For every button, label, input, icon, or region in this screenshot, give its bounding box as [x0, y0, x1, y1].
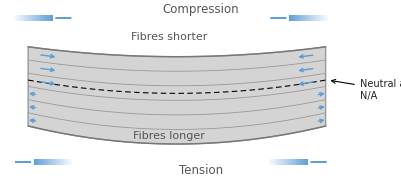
FancyArrow shape [285, 159, 287, 165]
FancyArrow shape [36, 159, 38, 165]
FancyArrow shape [279, 159, 281, 165]
FancyArrow shape [46, 159, 48, 165]
FancyArrow shape [44, 159, 46, 165]
FancyArrow shape [311, 15, 313, 21]
FancyArrow shape [295, 159, 297, 165]
FancyArrow shape [28, 15, 30, 21]
FancyArrow shape [290, 15, 292, 21]
FancyArrow shape [45, 15, 47, 21]
FancyArrow shape [26, 15, 28, 21]
FancyArrow shape [48, 159, 50, 165]
FancyArrow shape [43, 15, 45, 21]
FancyArrow shape [293, 159, 295, 165]
FancyArrow shape [307, 15, 309, 21]
FancyArrow shape [38, 159, 40, 165]
Text: Compression: Compression [162, 3, 239, 16]
FancyArrow shape [34, 159, 36, 165]
FancyArrow shape [66, 159, 68, 165]
FancyArrow shape [68, 159, 70, 165]
FancyArrow shape [275, 159, 277, 165]
FancyArrow shape [300, 15, 303, 21]
FancyArrow shape [303, 15, 305, 21]
FancyArrow shape [297, 159, 299, 165]
FancyArrow shape [315, 15, 317, 21]
FancyArrow shape [22, 15, 24, 21]
FancyArrow shape [288, 15, 290, 21]
FancyArrow shape [283, 159, 285, 165]
FancyArrow shape [40, 159, 42, 165]
FancyArrow shape [317, 15, 319, 21]
FancyArrow shape [38, 15, 41, 21]
FancyArrow shape [296, 15, 298, 21]
FancyArrow shape [30, 15, 32, 21]
FancyArrow shape [58, 159, 60, 165]
FancyArrow shape [294, 15, 296, 21]
FancyArrow shape [60, 159, 62, 165]
FancyArrow shape [303, 159, 305, 165]
Text: Neutral axis
N/A: Neutral axis N/A [331, 79, 401, 101]
FancyArrow shape [292, 15, 294, 21]
Polygon shape [28, 47, 325, 144]
FancyArrow shape [36, 15, 38, 21]
FancyArrow shape [273, 159, 275, 165]
FancyArrow shape [34, 15, 36, 21]
FancyArrow shape [271, 159, 273, 165]
FancyArrow shape [291, 159, 293, 165]
FancyArrow shape [70, 159, 72, 165]
FancyArrow shape [299, 159, 301, 165]
FancyArrow shape [20, 15, 22, 21]
FancyArrow shape [42, 159, 44, 165]
FancyArrow shape [47, 15, 49, 21]
FancyArrow shape [269, 159, 271, 165]
FancyArrow shape [309, 15, 311, 21]
FancyArrow shape [54, 159, 56, 165]
Text: Fibres longer: Fibres longer [133, 131, 204, 141]
FancyArrow shape [62, 159, 64, 165]
FancyArrow shape [18, 15, 20, 21]
FancyArrow shape [64, 159, 66, 165]
FancyArrow shape [313, 15, 315, 21]
Text: Fibres shorter: Fibres shorter [130, 32, 207, 42]
FancyArrow shape [319, 15, 321, 21]
FancyArrow shape [301, 159, 303, 165]
FancyArrow shape [51, 15, 53, 21]
FancyArrow shape [325, 15, 327, 21]
FancyArrow shape [287, 159, 289, 165]
FancyArrow shape [24, 15, 26, 21]
Text: Tension: Tension [178, 164, 223, 177]
FancyArrow shape [305, 15, 307, 21]
FancyArrow shape [50, 159, 52, 165]
FancyArrow shape [281, 159, 283, 165]
FancyArrow shape [14, 15, 16, 21]
FancyArrow shape [277, 159, 279, 165]
FancyArrow shape [321, 15, 323, 21]
FancyArrow shape [298, 15, 300, 21]
FancyArrow shape [323, 15, 325, 21]
FancyArrow shape [56, 159, 58, 165]
FancyArrow shape [52, 159, 54, 165]
FancyArrow shape [41, 15, 43, 21]
FancyArrow shape [16, 15, 18, 21]
FancyArrow shape [289, 159, 291, 165]
FancyArrow shape [32, 15, 34, 21]
FancyArrow shape [49, 15, 51, 21]
FancyArrow shape [305, 159, 307, 165]
